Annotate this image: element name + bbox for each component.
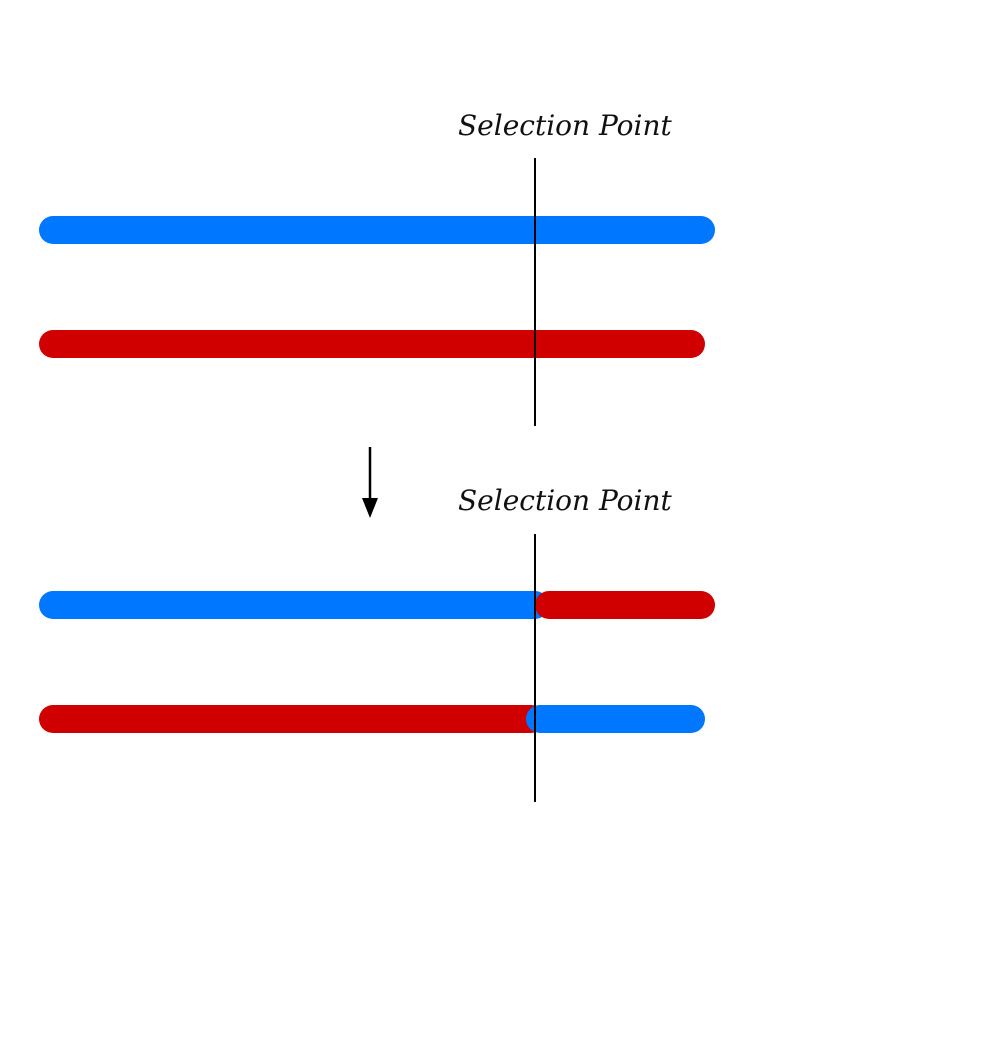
bar-top-red	[39, 330, 705, 358]
bar-bottom-2-red	[39, 705, 545, 733]
down-arrow-icon	[362, 447, 378, 518]
selection-point-label-bottom: Selection Point	[458, 484, 673, 517]
bar-bottom-1-blue	[39, 591, 549, 619]
selection-point-label-top: Selection Point	[458, 109, 673, 142]
bar-bottom-1-red	[535, 591, 715, 619]
bar-bottom-2-blue	[526, 705, 705, 733]
bar-top-blue	[39, 216, 715, 244]
